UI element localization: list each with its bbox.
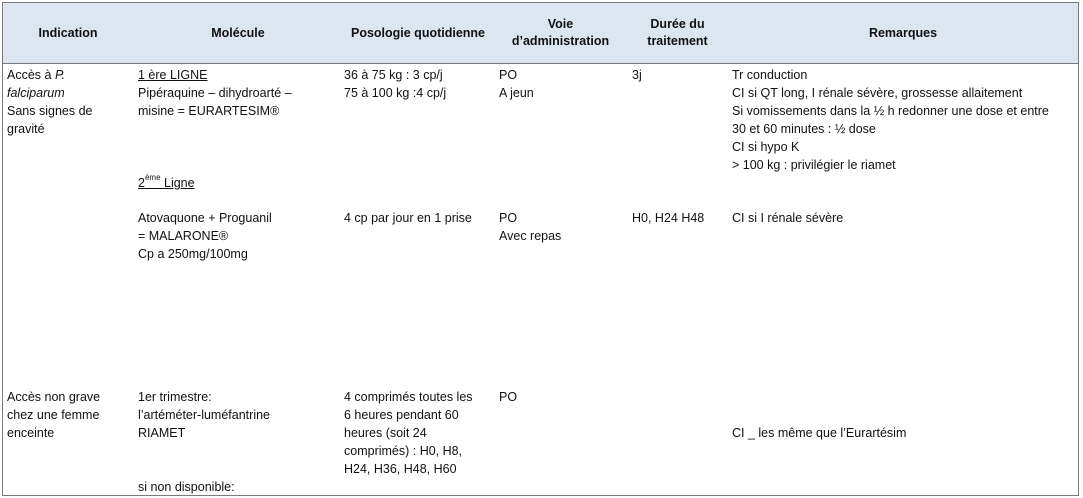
header-molecule: Molécule [133,3,343,63]
header-duree: Durée du traitement [615,3,740,63]
row3-indication-line3: enceinte [7,426,55,440]
row3-indication: Accès non grave chez une femme enceinte [7,388,100,442]
row1-indication-italic: P. [54,68,66,82]
row3-posologie-line4: comprimés) : H0, H8, [344,444,463,458]
row3-indication-line1: Accès non grave [7,390,101,404]
header-molecule-label: Molécule [211,25,265,40]
row1-indication-line3: Sans signes de [7,104,93,118]
row1-indication: Accès à P. falciparum Sans signes de gra… [7,66,92,138]
row3-posologie-line3: heures (soit 24 [344,426,427,440]
header-remarques: Remarques [728,3,1078,63]
row1-molecule-line1: Pipéraquine – dihydroarté – [138,86,292,100]
row1-indication-line2: falciparum [7,84,92,102]
row3-molecule-line2: l’artéméter-luméfantrine [138,408,270,422]
row1-voie: PO A jeun [499,66,534,102]
row3-posologie-line1: 4 comprimés toutes les [344,390,473,404]
row2-molecule-line1: Atovaquone + Proguanil [138,211,272,225]
row1-posologie-line2: 75 à 100 kg :4 cp/j [344,86,447,100]
row1-indication-line4: gravité [7,122,45,136]
row2-molecule: Atovaquone + Proguanil = MALARONE® Cp a … [138,209,272,263]
ligne2-num: 2 [138,176,145,190]
header-indication-label: Indication [38,25,98,40]
row2-duree: H0, H24 H48 [632,211,705,225]
row1-indication-prefix: Accès à [7,68,55,82]
header-voie-line2: d’administration [511,34,610,48]
row2-voie: PO Avec repas [499,209,561,245]
row3-remarques: CI _ les même que l’Eurartésim [732,426,907,440]
row1-remarques-line4: 30 et 60 minutes : ½ dose [732,122,876,136]
header-voie: Voie d’administration [493,3,628,63]
row3-si-non-disponible: si non disponible: [138,480,235,494]
row1-remarques-line6: > 100 kg : privilégier le riamet [732,158,896,172]
ligne1-label: 1 ère LIGNE [138,68,208,82]
row2-voie-line1: PO [499,211,518,225]
row1-voie-line1: PO [499,68,518,82]
row3-voie: PO [499,390,518,404]
row3-posologie-line2: 6 heures pendant 60 [344,408,459,422]
row1-remarques-line5: CI si hypo K [732,140,800,154]
row1-posologie: 36 à 75 kg : 3 cp/j 75 à 100 kg :4 cp/j [344,66,446,102]
header-posologie: Posologie quotidienne [333,3,503,63]
row3-posologie-line5: H24, H36, H48, H60 [344,462,457,476]
row3-molecule: 1er trimestre: l’artéméter-luméfantrine … [138,388,270,442]
row1-remarques: Tr conduction CI si QT long, I rénale sé… [732,66,1049,174]
row1-duree: 3j [632,68,642,82]
row1-indication-line1: Accès à P. [7,66,92,84]
row3-molecule-line3: RIAMET [138,426,186,440]
row1-remarques-line3: Si vomissements dans la ½ h redonner une… [732,104,1049,118]
row3-indication-line2: chez une femme [7,408,100,422]
row3-posologie: 4 comprimés toutes les 6 heures pendant … [344,388,473,478]
row2-voie-line2: Avec repas [499,229,562,243]
row2-molecule-line2: = MALARONE® [138,229,229,243]
row3-molecule-line1: 1er trimestre: [138,390,212,404]
row2-molecule-line3: Cp a 250mg/100mg [138,247,248,261]
row2-remarques: CI si I rénale sévère [732,211,844,225]
row1-remarques-line2: CI si QT long, I rénale sévère, grossess… [732,86,1023,100]
row1-molecule: 1 ère LIGNE Pipéraquine – dihydroarté – … [138,66,292,120]
row1-remarques-line1: Tr conduction [732,68,808,82]
ligne2-label: 2ème Ligne [138,174,195,192]
header-posologie-label: Posologie quotidienne [350,25,486,40]
row1-indication-italic2: falciparum [7,86,65,100]
header-duree-line1: Durée du [650,17,705,31]
ligne2-sup: ème [144,173,161,182]
row1-molecule-line2: misine = EURARTESIM® [138,104,280,118]
header-remarques-label: Remarques [868,25,938,40]
header-voie-line1: Voie [547,17,574,31]
header-duree-line2: traitement [647,34,708,48]
row2-posologie: 4 cp par jour en 1 prise [344,211,472,225]
ligne2-rest: Ligne [160,176,195,190]
table-header: Indication Molécule Posologie quotidienn… [3,3,1078,64]
row1-posologie-line1: 36 à 75 kg : 3 cp/j [344,68,443,82]
row1-voie-line2: A jeun [499,86,534,100]
header-indication: Indication [3,3,133,63]
